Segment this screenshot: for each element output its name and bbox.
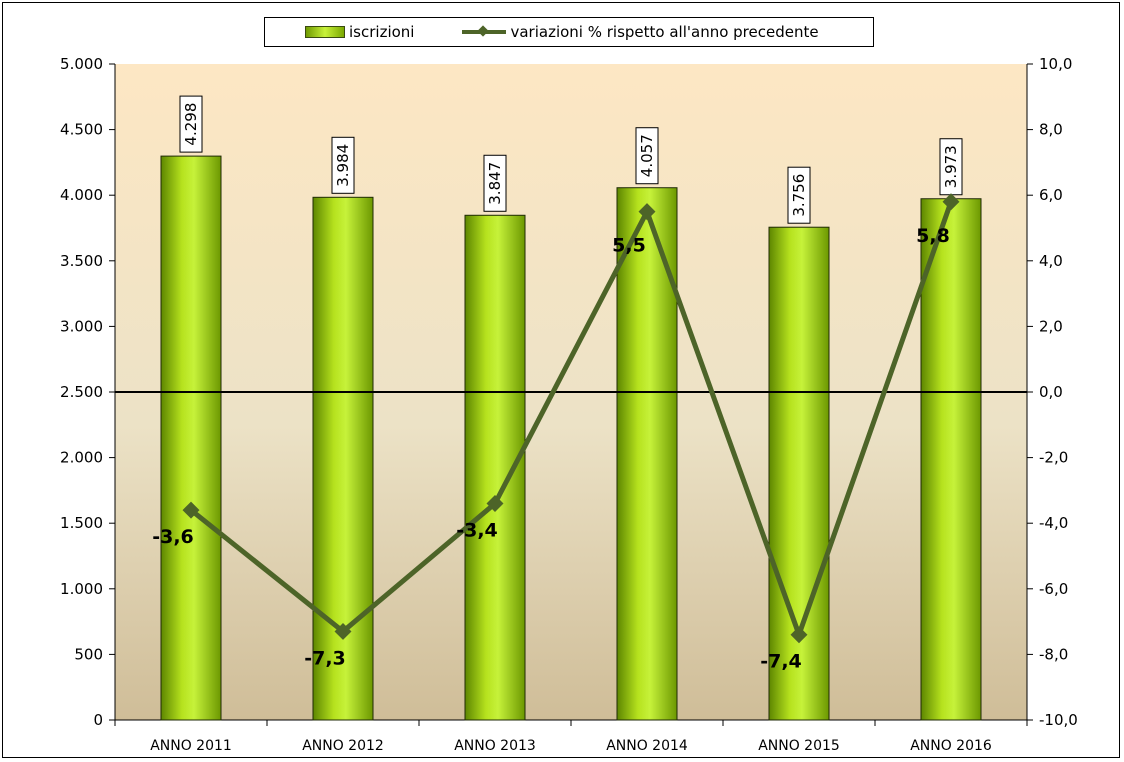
bar-label-box [787,166,811,224]
legend: iscrizioni variazioni % rispetto all'ann… [264,17,874,47]
bar-value-label: 4.057 [638,134,656,177]
right-tick-label: -6,0 [1039,580,1068,598]
right-tick-label: 8,0 [1039,121,1063,139]
line-value-label: -7,3 [304,647,346,669]
x-tick-label: ANNO 2015 [758,738,840,754]
bar-value-label: 3.756 [790,174,808,217]
right-tick-label: 6,0 [1039,186,1063,204]
bar-label-box [179,95,203,153]
bar-value-label: 4.298 [182,103,200,146]
bar [312,196,374,721]
left-tick-label: 3.000 [60,317,103,335]
line-series [189,200,954,638]
left-tick-label: 2.500 [60,383,103,401]
legend-item-line: variazioni % rispetto all'anno precedent… [414,23,819,41]
left-tick-label: 3.500 [60,252,103,270]
legend-label-bar: iscrizioni [349,23,415,41]
left-tick-label: 5.000 [60,55,103,73]
bar [920,198,982,721]
right-tick-label: 4,0 [1039,252,1063,270]
x-tick-label: ANNO 2013 [454,738,536,754]
bar-value-label: 3.984 [334,144,352,187]
line-point [486,495,504,513]
right-tick-label: 10,0 [1039,55,1072,73]
line-value-label: 5,8 [916,225,950,247]
left-tick-label: 500 [74,645,103,663]
right-tick-label: 0,0 [1039,383,1063,401]
legend-line-swatch-icon [462,25,507,37]
left-tick-label: 2.000 [60,449,103,467]
line-point [790,626,808,644]
x-tick-label: ANNO 2011 [150,738,232,754]
bar-label-box [483,154,507,212]
x-tick-label: ANNO 2014 [606,738,688,754]
line-value-label: -3,4 [456,520,498,542]
x-tick-label: ANNO 2012 [302,738,384,754]
right-tick-label: -10,0 [1039,711,1078,729]
line-point [942,193,960,211]
right-tick-label: -8,0 [1039,645,1068,663]
left-tick-label: 4.000 [60,186,103,204]
bar-value-label: 3.847 [486,162,504,205]
line-value-label: -7,4 [760,651,802,673]
legend-item-bar: iscrizioni [265,23,414,41]
bar [160,155,222,721]
left-tick-label: 1.000 [60,580,103,598]
legend-bar-swatch-icon [305,26,345,38]
x-tick-label: ANNO 2016 [910,738,992,754]
bar [768,226,830,721]
left-tick-label: 0 [93,711,103,729]
bar-label-box [635,127,659,185]
bar [616,187,678,721]
right-tick-label: -2,0 [1039,449,1068,467]
bar-label-box [331,136,355,194]
left-tick-label: 1.500 [60,514,103,532]
line-point [334,622,352,640]
line-value-label: 5,5 [612,235,646,257]
bar-value-label: 3.973 [942,145,960,188]
line-value-label: -3,6 [152,526,194,548]
left-tick-label: 4.500 [60,121,103,139]
right-tick-label: 2,0 [1039,317,1063,335]
right-tick-label: -4,0 [1039,514,1068,532]
line-point [638,203,656,221]
legend-label-line: variazioni % rispetto all'anno precedent… [510,23,819,41]
